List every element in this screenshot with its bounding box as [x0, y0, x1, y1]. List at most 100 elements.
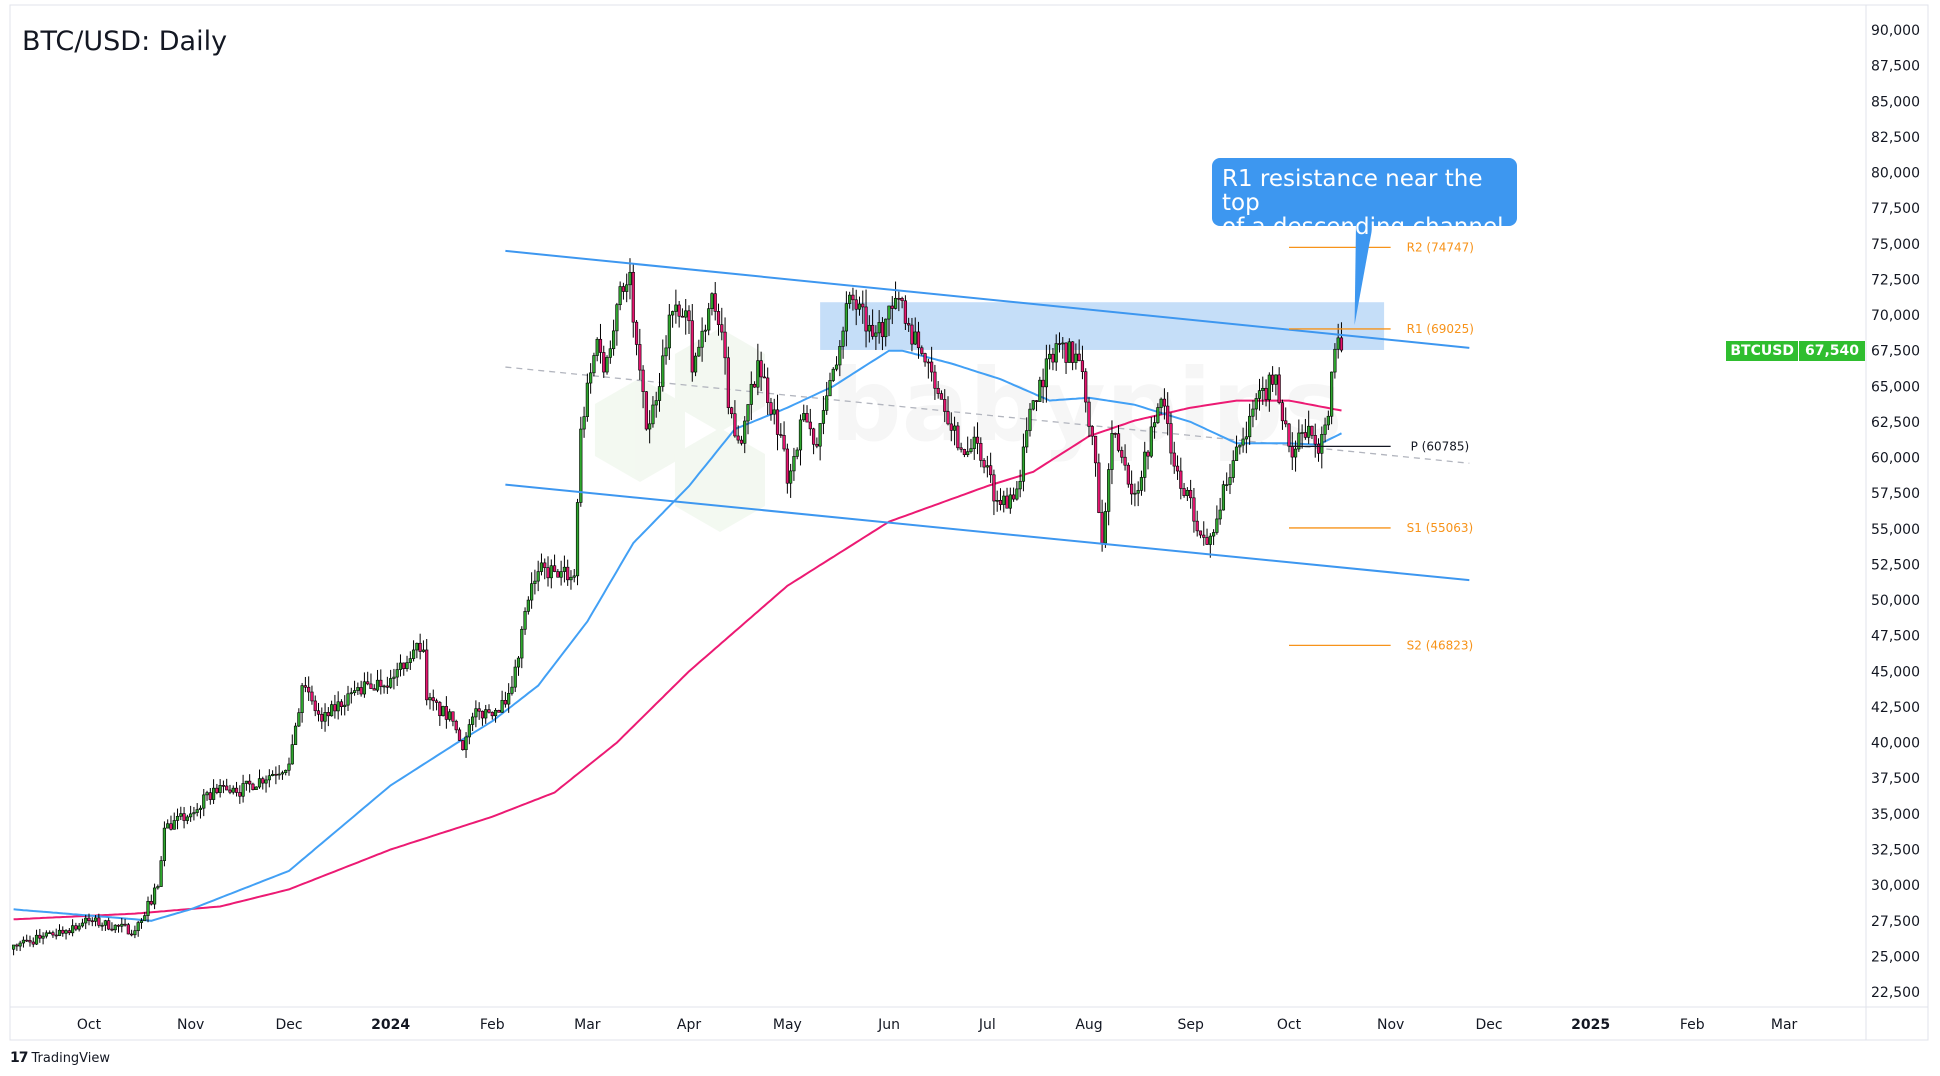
- y-tick-label: 30,000: [1871, 878, 1920, 894]
- candle-body-down: [67, 930, 71, 934]
- candle-body-down: [933, 371, 937, 389]
- candle-body-up: [185, 816, 189, 821]
- candle-body-up: [202, 794, 206, 809]
- candle: [1313, 423, 1317, 458]
- candle-body-down: [759, 360, 763, 378]
- candle: [356, 682, 360, 695]
- candle: [575, 498, 580, 586]
- candle-body-down: [307, 686, 311, 693]
- candle: [185, 814, 189, 825]
- candle: [97, 913, 101, 928]
- candle-body-up: [493, 710, 498, 717]
- candle: [815, 437, 819, 449]
- footer[interactable]: 17 TradingView: [10, 1050, 110, 1066]
- candle-body-up: [1156, 407, 1160, 423]
- candle: [1038, 376, 1042, 402]
- candle-body-down: [461, 740, 465, 751]
- candle: [536, 560, 540, 592]
- candle-body-up: [356, 687, 360, 691]
- tradingview-brand[interactable]: TradingView: [31, 1050, 111, 1066]
- candle: [979, 437, 983, 468]
- candle: [867, 315, 871, 343]
- candle: [182, 807, 186, 829]
- candle-body-up: [651, 404, 655, 425]
- candle-body-down: [434, 700, 439, 703]
- candle-body-down: [503, 700, 507, 705]
- pivot-label-s1: S1 (55063): [1407, 521, 1474, 535]
- candle: [884, 318, 888, 347]
- last-price-badge: BTCUSD 67,540: [1726, 341, 1865, 361]
- candle-body-up: [415, 642, 419, 651]
- candle-body-up: [789, 470, 793, 484]
- candle-body-down: [87, 917, 91, 922]
- callout-pointer: [1354, 224, 1373, 326]
- candle-body-up: [579, 428, 583, 503]
- candle: [471, 712, 475, 732]
- candle: [1300, 424, 1304, 449]
- candle-body-up: [1185, 489, 1189, 496]
- candle: [198, 805, 203, 819]
- candle: [795, 447, 799, 460]
- candle: [1307, 410, 1311, 444]
- candle: [766, 367, 770, 415]
- candle-body-down: [726, 357, 730, 408]
- candle-body-up: [802, 413, 806, 421]
- candle-body-down: [379, 679, 383, 687]
- candle: [310, 685, 314, 705]
- candle: [952, 416, 957, 446]
- candle-body-down: [992, 474, 996, 502]
- candle-body-up: [697, 346, 701, 357]
- candle: [1169, 412, 1173, 465]
- candle-body-up: [1107, 469, 1111, 512]
- candle-body-down: [1097, 462, 1101, 513]
- candle-body-up: [192, 812, 196, 815]
- candle: [549, 559, 553, 589]
- candle: [507, 683, 511, 713]
- candle-body-down: [1202, 534, 1206, 538]
- candle-body-down: [989, 465, 993, 476]
- candle: [192, 806, 196, 821]
- x-tick-label: Mar: [574, 1017, 601, 1033]
- candle: [179, 806, 183, 821]
- candle-body-down: [1310, 425, 1314, 436]
- channel-midline: [505, 366, 1470, 464]
- candle-body-up: [857, 303, 862, 310]
- candle-body-up: [198, 807, 203, 810]
- candle: [493, 708, 498, 723]
- candle: [831, 367, 835, 383]
- candle: [257, 769, 262, 789]
- candle: [634, 320, 639, 356]
- y-tick-label: 62,500: [1871, 415, 1920, 431]
- candle-body-up: [1320, 434, 1324, 454]
- candle: [189, 805, 193, 822]
- candle: [461, 740, 465, 751]
- candle-body-down: [1182, 488, 1186, 496]
- y-tick-label: 82,500: [1871, 130, 1920, 146]
- candle: [1267, 372, 1271, 412]
- candle: [221, 780, 226, 794]
- candle: [851, 287, 855, 311]
- candle-body-up: [1215, 518, 1219, 533]
- candle: [667, 304, 671, 360]
- tradingview-logo-icon[interactable]: 17: [10, 1050, 29, 1066]
- candle: [992, 469, 996, 516]
- candle: [202, 788, 206, 817]
- candle: [297, 708, 301, 728]
- candle: [546, 556, 550, 587]
- candle: [844, 291, 848, 347]
- candle-body-up: [1031, 400, 1035, 410]
- candle: [1116, 425, 1121, 453]
- candle: [1097, 453, 1101, 514]
- candle-body-up: [536, 571, 540, 582]
- candle: [271, 770, 275, 777]
- y-tick-label: 57,500: [1871, 486, 1920, 502]
- chart-title: BTC/USD: Daily: [22, 26, 228, 57]
- candle: [602, 345, 606, 378]
- candle: [136, 920, 140, 937]
- candle-body-up: [1021, 446, 1026, 482]
- candle: [615, 302, 619, 346]
- candle: [15, 943, 19, 951]
- candle-body-up: [284, 769, 288, 773]
- candle: [120, 917, 124, 933]
